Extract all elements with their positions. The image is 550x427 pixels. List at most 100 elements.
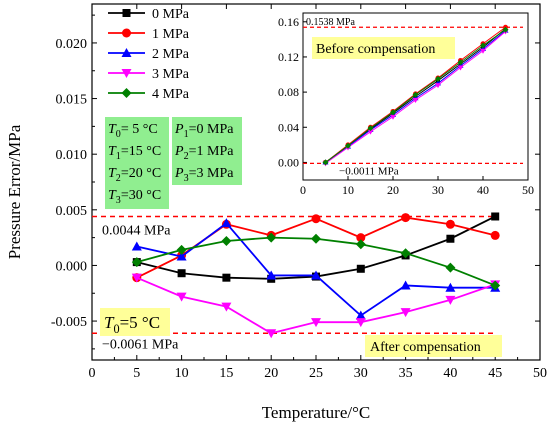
before-compensation-box xyxy=(312,37,455,59)
inset-data-point xyxy=(412,98,419,104)
inset-data-point xyxy=(457,65,464,71)
x-tick-label: 15 xyxy=(219,366,233,381)
data-point xyxy=(221,235,232,246)
data-point xyxy=(176,292,187,302)
pressure-label: P1=0 MPa xyxy=(174,122,234,140)
data-point xyxy=(176,244,187,255)
data-point xyxy=(490,230,500,240)
reference-line-label: 0.0044 MPa xyxy=(102,223,171,238)
inset-x-tick-label: 50 xyxy=(522,183,534,197)
legend-marker xyxy=(121,88,132,98)
inset-data-point xyxy=(390,114,396,120)
x-tick-label: 30 xyxy=(354,366,368,381)
data-point xyxy=(266,329,277,339)
x-tick-label: 20 xyxy=(264,366,278,381)
data-point xyxy=(445,219,455,229)
inset-y-tick-label: 0.04 xyxy=(278,120,299,134)
data-point xyxy=(131,257,142,268)
data-point xyxy=(445,295,456,305)
legend-entry: 4 MPa xyxy=(152,87,190,102)
data-point xyxy=(221,218,232,228)
data-point xyxy=(355,239,366,250)
data-point xyxy=(266,232,277,243)
inset-reference-label: 0.1538 MPa xyxy=(306,17,355,28)
data-point xyxy=(266,270,277,280)
inset-data-point xyxy=(457,59,464,66)
inset-data-point xyxy=(480,48,486,54)
x-tick-label: 45 xyxy=(488,366,502,381)
inset-data-point xyxy=(390,109,396,116)
temperature-label: T0= 5 °C xyxy=(108,122,158,140)
after-compensation-box xyxy=(365,335,502,357)
main-plot: 0 5 10 15 20 25 30 35 40 45 50-0.0050.0000.0050.01… xyxy=(5,3,547,422)
data-point xyxy=(177,269,186,278)
inset-plot: 0 10 20 30 40 50 0.00 0.04 0.08 0.12 0.16 0.1538 MP… xyxy=(278,12,534,197)
inset-data-point xyxy=(345,142,351,149)
x-tick-label: 25 xyxy=(309,366,323,381)
t0-label: T0=5 °C xyxy=(104,313,160,336)
data-point xyxy=(446,234,455,243)
legend-entry: 1 MPa xyxy=(152,27,190,42)
inset-data-point xyxy=(502,26,509,33)
data-point xyxy=(400,248,411,259)
y-axis-label: Pressure Error/MPa xyxy=(5,124,24,259)
inset-x-tick-label: 10 xyxy=(342,183,354,197)
data-point xyxy=(400,280,411,290)
before-compensation-label: Before compensation xyxy=(316,42,435,57)
data-point xyxy=(356,264,365,273)
series-4 xyxy=(131,232,501,291)
temperature-label: T2=20 °C xyxy=(108,166,161,184)
temperature-box xyxy=(105,117,169,209)
legend-entry: 2 MPa xyxy=(152,47,190,62)
inset-y-tick-label: 0.12 xyxy=(278,50,299,64)
inset-x-tick-label: 0 xyxy=(300,183,306,197)
y-tick-label: 0.010 xyxy=(56,148,88,163)
inset-data-point xyxy=(435,83,441,89)
x-axis-label: Temperature/°C xyxy=(262,403,371,422)
data-point xyxy=(311,233,321,244)
inset-x-tick-label: 20 xyxy=(387,183,399,197)
data-point xyxy=(221,302,232,312)
inset-data-point xyxy=(412,91,419,98)
x-tick-label: 5 xyxy=(133,366,140,381)
data-point xyxy=(490,280,501,291)
data-point xyxy=(176,251,187,261)
data-point xyxy=(131,241,142,251)
data-point xyxy=(311,318,321,328)
x-tick-label: 40 xyxy=(443,366,457,381)
data-point xyxy=(222,273,231,282)
inset-y-tick-label: 0.08 xyxy=(278,85,299,99)
y-tick-label: 0.000 xyxy=(56,259,88,274)
series-3 xyxy=(131,273,501,339)
data-point xyxy=(401,213,411,223)
y-tick-label: 0.015 xyxy=(56,93,88,108)
inset-data-point xyxy=(367,125,374,132)
inset-x-tick-label: 30 xyxy=(432,183,444,197)
legend-entry: 3 MPa xyxy=(152,67,190,82)
inset-data-point xyxy=(322,159,329,166)
data-point xyxy=(355,310,366,320)
data-point xyxy=(311,270,321,280)
series-2 xyxy=(131,218,501,320)
inset-data-point xyxy=(435,75,441,82)
inset-y-tick-label: 0.00 xyxy=(278,155,299,169)
x-tick-label: 0 xyxy=(89,366,96,381)
pressure-label: P3=3 MPa xyxy=(174,166,234,184)
inset-series-4 xyxy=(322,26,509,166)
x-tick-label: 10 xyxy=(175,366,189,381)
temperature-label: T1=15 °C xyxy=(108,144,161,162)
data-point xyxy=(491,212,500,221)
reference-line-label: −0.0061 MPa xyxy=(102,337,179,352)
legend-marker xyxy=(122,9,131,17)
data-point xyxy=(355,318,366,328)
legend: 0 MPa 1 MPa 2 MPa 3 MPa 4 MPa xyxy=(108,7,190,102)
y-tick-label: -0.005 xyxy=(51,315,87,330)
t0-box xyxy=(100,308,170,336)
data-point xyxy=(131,273,142,283)
x-tick-label: 50 xyxy=(533,366,547,381)
pressure-label: P2=1 MPa xyxy=(174,144,234,162)
inset-reference-label: −0.0011 MPa xyxy=(339,165,399,177)
temperature-label: T3=30 °C xyxy=(108,188,161,206)
legend-marker xyxy=(121,69,132,78)
